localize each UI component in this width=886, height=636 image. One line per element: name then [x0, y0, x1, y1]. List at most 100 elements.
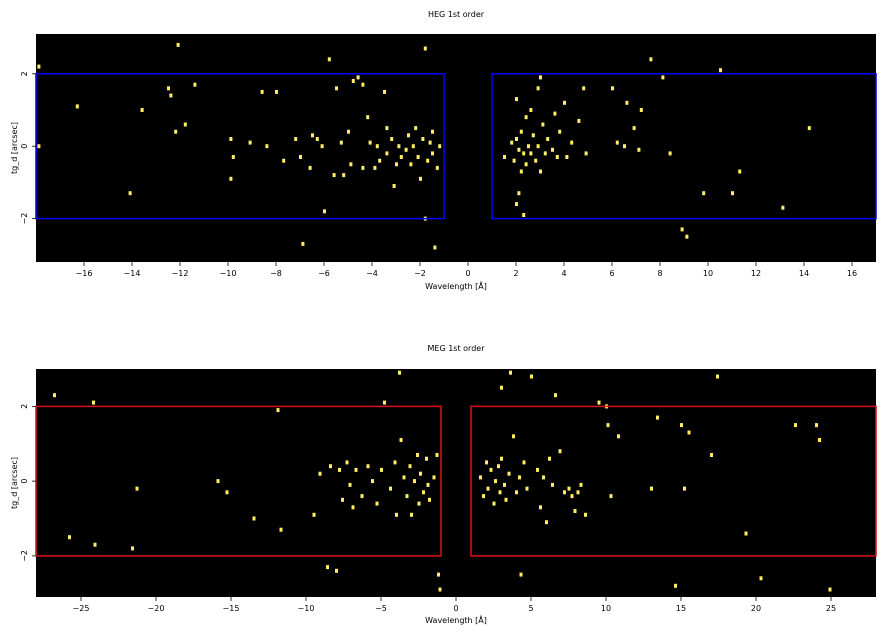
- heg-point-23: [311, 133, 314, 138]
- heg-point-46: [390, 137, 394, 141]
- heg-chart-title: HEG 1st order: [428, 10, 485, 19]
- heg-point-90: [539, 169, 542, 174]
- heg-region-1: [491, 73, 877, 220]
- meg-point-53: [489, 467, 493, 472]
- heg-marks: [37, 42, 811, 250]
- heg-x-tick-label-9: 2: [513, 269, 518, 278]
- meg-point-12: [318, 471, 322, 476]
- heg-point-121: [807, 126, 811, 131]
- heg-y-tick-label-2: 2: [20, 71, 29, 76]
- heg-point-67: [438, 144, 442, 149]
- meg-point-21: [354, 467, 358, 472]
- heg-point-42: [378, 158, 382, 163]
- heg-x-tick-label-2: −12: [172, 269, 189, 278]
- heg-point-9: [183, 122, 187, 127]
- meg-x-tick-label-0: −25: [73, 604, 90, 613]
- heg-x-tick-label-10: 4: [561, 269, 566, 278]
- heg-x-tick-label-11: 6: [609, 269, 614, 278]
- meg-point-65: [515, 490, 518, 495]
- heg-point-48: [395, 162, 398, 167]
- meg-point-23: [366, 464, 370, 469]
- heg-plot-area: [36, 34, 876, 262]
- meg-panel: MEG 1st order −25 −20 −15 −10 −5 0 5 10 15 20 25 −…: [10, 344, 877, 625]
- heg-point-119: [738, 169, 742, 174]
- heg-point-79: [522, 213, 526, 217]
- heg-point-100: [570, 140, 574, 145]
- heg-point-93: [546, 137, 550, 141]
- heg-point-10: [193, 82, 197, 87]
- meg-point-0: [53, 393, 56, 398]
- meg-point-64: [512, 434, 515, 439]
- meg-point-91: [650, 486, 653, 491]
- heg-point-22: [308, 165, 312, 170]
- meg-x-axis-label: Wavelength [Å]: [425, 614, 487, 625]
- meg-y-tick-label-2: 2: [20, 404, 29, 409]
- meg-point-16: [338, 467, 341, 472]
- heg-point-62: [428, 140, 432, 145]
- heg-x-tick-label-5: −6: [318, 269, 330, 278]
- meg-point-26: [380, 467, 383, 472]
- heg-point-29: [335, 86, 338, 91]
- meg-point-11: [312, 512, 316, 517]
- meg-point-73: [542, 475, 545, 480]
- meg-point-72: [539, 505, 542, 510]
- meg-point-86: [597, 400, 601, 405]
- meg-region-1: [470, 405, 877, 557]
- meg-point-32: [399, 438, 403, 442]
- heg-x-tick-label-4: −8: [270, 269, 282, 278]
- meg-point-75: [548, 456, 551, 461]
- meg-point-35: [408, 464, 412, 469]
- heg-point-24: [315, 137, 319, 141]
- heg-point-37: [361, 82, 365, 87]
- meg-point-82: [573, 509, 577, 513]
- heg-point-43: [383, 89, 386, 94]
- meg-point-63: [509, 370, 512, 375]
- meg-point-97: [710, 453, 713, 457]
- heg-x-tick-label-8: 0: [465, 269, 470, 278]
- meg-point-19: [348, 482, 352, 487]
- heg-point-59: [423, 46, 427, 51]
- heg-point-1: [37, 144, 41, 149]
- heg-point-82: [527, 144, 530, 149]
- meg-point-33: [402, 475, 406, 480]
- heg-panel: HEG 1st order −16 −14 −12 −10 −8 −6 −4 −2 0 2 4 6 8 1…: [10, 10, 877, 291]
- meg-x-tick-label-8: 15: [676, 604, 686, 613]
- heg-point-80: [524, 115, 528, 120]
- meg-point-14: [329, 464, 332, 469]
- meg-point-83: [576, 490, 580, 495]
- meg-x-tick-label-5: 0: [453, 604, 458, 613]
- heg-x-tick-label-14: 12: [751, 269, 761, 278]
- meg-point-103: [818, 438, 821, 442]
- heg-point-2: [75, 104, 79, 109]
- heg-point-78: [522, 151, 526, 156]
- meg-x-tick-label-7: 10: [601, 604, 611, 613]
- meg-point-54: [492, 501, 496, 506]
- heg-point-27: [327, 57, 331, 62]
- heg-point-72: [515, 202, 518, 207]
- heg-point-11: [229, 137, 233, 141]
- meg-y-tick-label-0: −2: [20, 550, 29, 562]
- meg-point-10: [279, 527, 283, 532]
- meg-point-60: [503, 482, 506, 487]
- meg-marks: [53, 370, 832, 592]
- meg-point-1: [68, 535, 71, 540]
- meg-point-96: [687, 430, 691, 435]
- heg-point-101: [577, 118, 581, 123]
- heg-point-41: [375, 144, 379, 149]
- meg-point-101: [794, 423, 797, 428]
- heg-point-32: [347, 129, 350, 134]
- meg-point-20: [351, 505, 355, 510]
- heg-point-103: [584, 151, 588, 156]
- heg-point-18: [282, 158, 286, 163]
- heg-x-tick-label-16: 16: [847, 269, 857, 278]
- meg-x-tick-label-10: 25: [826, 604, 836, 613]
- meg-point-22: [360, 494, 364, 499]
- heg-point-87: [536, 86, 540, 91]
- heg-point-65: [433, 245, 437, 250]
- meg-point-57: [498, 490, 502, 495]
- meg-point-70: [530, 374, 533, 379]
- meg-point-45: [432, 475, 436, 480]
- meg-point-31: [398, 370, 401, 375]
- heg-point-99: [565, 155, 569, 159]
- heg-point-96: [555, 155, 559, 159]
